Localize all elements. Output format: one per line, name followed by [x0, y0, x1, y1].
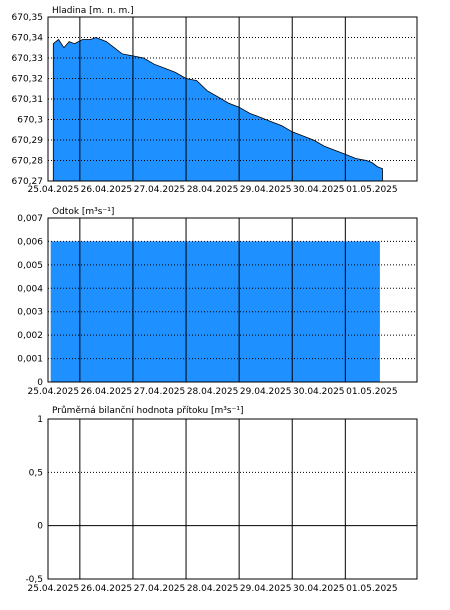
y-tick-label: 0,007 [17, 214, 43, 224]
hladina-area [52, 37, 383, 182]
x-tick-label: 28.04.2025 [187, 387, 239, 397]
x-tick-label: 25.04.2025 [28, 387, 80, 397]
y-tick-label: 0 [37, 378, 43, 388]
pritok-chart: Průměrná bilanční hodnota přítoku [m³s⁻¹… [25, 405, 418, 594]
hladina-chart: Hladina [m. n. m.] 670,35 670,34 670,33 670… [12, 6, 418, 195]
x-tick-label: 01.05.2025 [346, 584, 398, 594]
y-tick-label: 0,5 [29, 468, 43, 478]
pritok-plot-frame [47, 418, 418, 580]
hladina-title: Hladina [m. n. m.] [52, 6, 134, 16]
x-tick-label: 01.05.2025 [346, 185, 398, 195]
y-tick-label: 670,3 [17, 116, 43, 126]
x-tick-label: 30.04.2025 [293, 584, 345, 594]
y-tick-label: 0,006 [17, 237, 43, 247]
y-tick-label: -0,5 [25, 575, 43, 585]
y-tick-label: 0,002 [17, 331, 43, 341]
y-tick-label: 670,34 [12, 34, 44, 44]
odtok-title: Odtok [m³s⁻¹] [52, 207, 114, 217]
x-tick-label: 25.04.2025 [28, 185, 80, 195]
hladina-plot-frame [47, 16, 418, 182]
y-tick-label: 0,001 [17, 355, 43, 365]
y-tick-label: 1 [37, 415, 43, 425]
x-tick-label: 26.04.2025 [81, 387, 133, 397]
x-tick-label: 27.04.2025 [134, 584, 186, 594]
x-tick-label: 29.04.2025 [240, 387, 292, 397]
odtok-plot-frame [47, 217, 418, 383]
y-tick-label: 670,27 [12, 177, 44, 187]
x-tick-label: 29.04.2025 [240, 584, 292, 594]
x-tick-label: 27.04.2025 [134, 185, 186, 195]
x-tick-label: 27.04.2025 [134, 387, 186, 397]
y-tick-label: 670,28 [12, 157, 44, 167]
x-tick-label: 30.04.2025 [293, 185, 345, 195]
y-tick-label: 0,005 [17, 261, 43, 271]
x-tick-label: 30.04.2025 [293, 387, 345, 397]
y-tick-label: 0 [37, 522, 43, 532]
y-tick-label: 0,004 [17, 284, 43, 294]
y-tick-label: 670,29 [12, 136, 44, 146]
y-tick-label: 670,35 [12, 13, 44, 23]
x-tick-label: 01.05.2025 [346, 387, 398, 397]
x-tick-label: 28.04.2025 [187, 584, 239, 594]
x-tick-label: 26.04.2025 [81, 185, 133, 195]
pritok-title: Průměrná bilanční hodnota přítoku [m³s⁻¹… [52, 405, 243, 416]
y-tick-label: 0,003 [17, 308, 43, 318]
x-tick-label: 29.04.2025 [240, 185, 292, 195]
x-tick-label: 26.04.2025 [81, 584, 133, 594]
odtok-chart: Odtok [m³s⁻¹] 0,007 0,006 0,005 0,004 0,003 0… [17, 207, 418, 397]
x-tick-label: 28.04.2025 [187, 185, 239, 195]
y-tick-label: 670,32 [12, 75, 44, 85]
y-tick-label: 670,33 [12, 54, 44, 64]
x-tick-label: 25.04.2025 [28, 584, 80, 594]
y-tick-label: 670,31 [12, 95, 44, 105]
